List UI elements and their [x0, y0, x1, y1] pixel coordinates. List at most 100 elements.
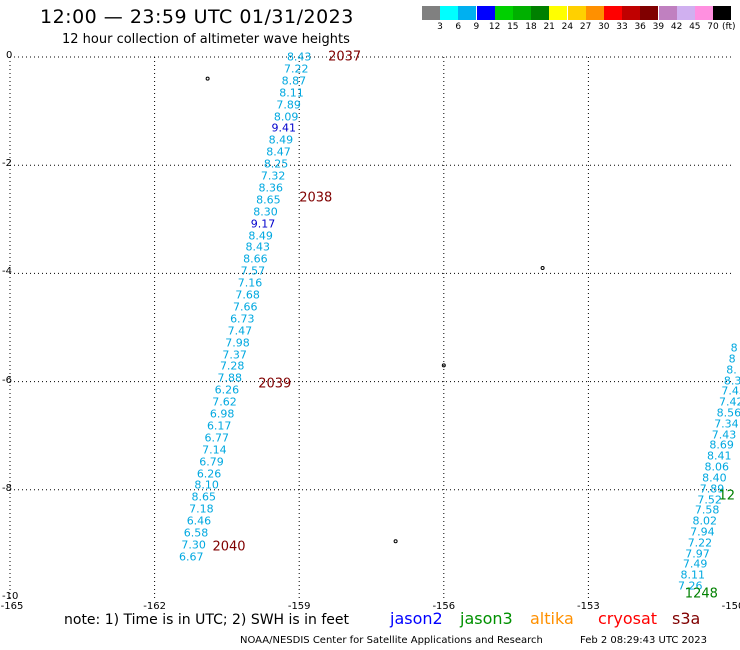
legend-swatch	[695, 6, 713, 20]
latitude-tick-label: 0	[6, 50, 13, 61]
wave-height-reading: 8.56	[716, 406, 740, 420]
legend-swatch-label: 70	[707, 22, 719, 32]
wave-height-reading: 6.73	[230, 312, 255, 326]
wave-height-reading: 6.46	[186, 514, 212, 528]
wave-height-reading: 6.58	[183, 526, 209, 540]
legend-swatch	[640, 6, 659, 20]
wave-height-reading: 9.17	[250, 217, 276, 231]
longitude-tick-label: -162	[143, 601, 166, 612]
wave-height-reading: 8.3	[723, 374, 740, 388]
pass-time-label: 1248	[684, 586, 718, 602]
wave-height-reading: 6.26	[214, 383, 240, 397]
wave-height-reading: 7.28	[219, 359, 245, 373]
wave-height-reading: 7.14	[202, 443, 227, 457]
wave-height-reading: 7.97	[685, 547, 710, 561]
legend-swatch	[513, 6, 531, 20]
map-title: 12:00 — 23:59 UTC 01/31/2023	[40, 6, 354, 28]
wave-height-reading: 7.43	[721, 384, 740, 398]
wave-height-reading: 7.43	[711, 428, 737, 442]
legend-swatch	[549, 6, 568, 20]
wave-height-reading: 8	[728, 352, 736, 366]
wave-height-reading: 8.30	[253, 205, 278, 219]
generated-timestamp: Feb 2 08:29:43 UTC 2023	[580, 635, 707, 646]
legend-swatch-label: 45	[689, 22, 701, 32]
wave-height-reading: 8.43	[286, 50, 312, 64]
wave-height-reading: 6.98	[209, 407, 235, 421]
wave-height-reading: 8.09	[273, 110, 299, 123]
legend-swatch-label: 33	[616, 22, 628, 32]
satellite-name: altika	[530, 609, 574, 628]
longitude-tick-label: -150	[721, 601, 740, 612]
wave-height-reading: 8.11	[680, 568, 705, 582]
wave-height-reading: 7.22	[284, 62, 309, 76]
legend-swatch-label: 3	[437, 22, 443, 32]
map-subtitle: 12 hour collection of altimeter wave hei…	[62, 32, 350, 47]
legend-swatch	[604, 6, 622, 20]
legend-swatch	[531, 6, 550, 20]
wave-height-reading: 8.11	[279, 86, 304, 100]
satellite-name: s3a	[672, 609, 701, 628]
wave-height-reading: 8.87	[281, 74, 307, 88]
satellite-name: jason2	[390, 609, 443, 628]
wave-height-reading: 8.65	[191, 490, 217, 504]
wave-height-reading: 7.89	[699, 482, 725, 496]
legend-swatch-label: 36	[634, 22, 646, 32]
credit-line: NOAA/NESDIS Center for Satellite Applica…	[240, 635, 543, 646]
wave-height-reading: 7.52	[697, 493, 722, 507]
wave-height-reading: 8.	[726, 363, 737, 377]
pass-time-label: 2038	[299, 190, 333, 206]
legend-swatch	[713, 6, 732, 20]
wave-height-reading: 7.58	[694, 503, 720, 517]
wave-height-reading: 7.18	[189, 502, 214, 516]
wave-height-reading: 7.37	[222, 348, 247, 362]
pass-time-label: 12	[718, 488, 736, 504]
legend-swatch-label: 12	[488, 22, 501, 32]
legend-swatch	[622, 6, 641, 20]
wave-height-reading: 7.62	[212, 395, 237, 409]
legend-swatch-label: 15	[507, 22, 519, 32]
wave-height-reading: 7.16	[237, 276, 263, 290]
wave-height-reading: 7.26	[678, 579, 703, 593]
wave-height-reading: 8.66	[243, 252, 268, 266]
wave-height-reading: 7.47	[227, 324, 253, 338]
wave-height-reading: 8.49	[268, 133, 294, 147]
wave-height-reading: 7.68	[235, 288, 260, 302]
wave-height-reading: 6.17	[206, 419, 232, 433]
wave-height-reading: 8.47	[266, 145, 291, 159]
latitude-tick-label: -8	[2, 482, 12, 494]
legend-swatch	[422, 6, 440, 20]
pass-time-label: 2037	[328, 49, 362, 65]
wave-height-reading: 6.79	[199, 455, 224, 469]
wave-height-reading: 8.43	[245, 240, 270, 254]
wave-height-reading: 7.57	[240, 264, 266, 278]
legend-swatch-label: 42	[670, 22, 683, 32]
island-outline	[205, 76, 210, 81]
legend-swatch-label: 30	[598, 22, 610, 32]
wave-height-reading: 8.02	[692, 514, 718, 528]
latitude-tick-label: -2	[2, 158, 12, 170]
wave-height-reading: 7.98	[225, 336, 250, 350]
legend-swatch-label: 27	[579, 22, 592, 32]
legend-swatch-label: 21	[543, 22, 555, 32]
pass-time-label: 2039	[258, 376, 292, 392]
wave-height-reading: 7.88	[217, 371, 243, 385]
legend-swatch-label: 9	[473, 22, 480, 32]
longitude-tick-label: -159	[287, 601, 311, 612]
legend-swatch-label: 24	[561, 22, 574, 32]
wave-height-reading: 7.94	[690, 525, 715, 539]
wave-height-reading: 7.42	[719, 395, 740, 409]
wave-height-reading: 8.36	[258, 181, 284, 195]
wave-height-reading: 8.25	[263, 157, 289, 171]
wave-height-reading: 8.06	[704, 460, 730, 474]
wave-height-reading: 7.30	[181, 538, 206, 552]
legend-swatch	[440, 6, 459, 20]
wave-height-reading: 7.89	[276, 98, 301, 112]
latitude-tick-label: -4	[2, 266, 12, 278]
legend-swatch	[658, 6, 677, 20]
satellite-name: cryosat	[598, 609, 658, 628]
wave-height-reading: 6.26	[196, 467, 222, 481]
legend-swatch	[458, 6, 477, 20]
wave-height-reading: 7.34	[714, 417, 739, 431]
